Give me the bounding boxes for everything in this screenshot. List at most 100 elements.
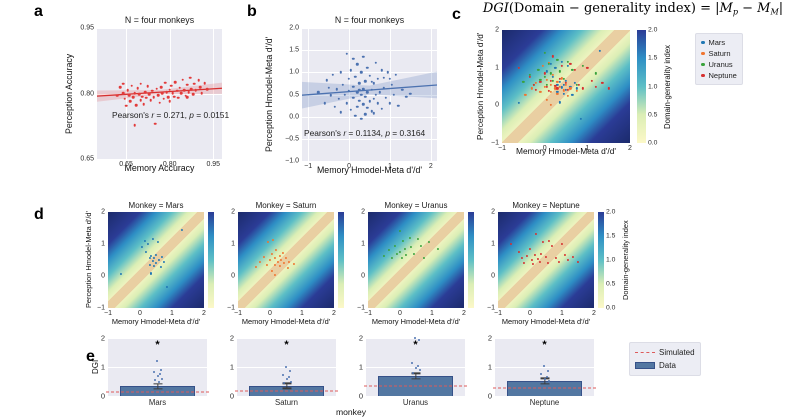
data-point (545, 98, 548, 101)
data-point (575, 83, 578, 86)
data-point (380, 68, 383, 72)
data-point (276, 260, 280, 263)
data-point (374, 61, 377, 64)
x-tick-label: −1 (234, 310, 242, 317)
panel-a-label: a (34, 3, 43, 20)
strip-data-point (288, 370, 291, 373)
data-point (416, 238, 419, 241)
data-point (270, 253, 273, 256)
y-tick-label: 1 (231, 240, 235, 248)
data-point (564, 83, 568, 86)
data-point (280, 258, 283, 262)
data-point (534, 81, 538, 84)
data-point (577, 83, 580, 86)
category-label: Neptune (529, 398, 560, 407)
data-point (364, 95, 367, 98)
strip-data-point (155, 360, 158, 363)
panel-b-plot: −1 0 1 2 2.0 1.5 1.0 0.5 0.0 −0.5 −1.0 (285, 25, 437, 170)
y-tick-label: −0.5 (285, 135, 299, 143)
data-point (161, 91, 164, 95)
data-point (376, 102, 379, 105)
data-point (558, 101, 561, 104)
panel-a-plot: 0.65 0.80 0.95 0.65 0.80 0.95 (80, 25, 222, 168)
data-point (405, 95, 408, 98)
data-point (127, 93, 131, 97)
data-point (546, 261, 549, 264)
data-point (133, 91, 137, 95)
error-bar (285, 383, 288, 389)
data-point (601, 81, 604, 84)
legend-label: Simulated (659, 348, 695, 357)
grid-line (97, 159, 222, 160)
data-point (398, 250, 402, 254)
data-point (560, 86, 563, 89)
data-point (569, 85, 572, 88)
data-point (400, 257, 403, 260)
grid-line (302, 161, 437, 162)
data-point (281, 251, 284, 254)
data-point (549, 83, 553, 86)
panel-a-title: N = four monkeys (124, 15, 195, 25)
data-point (380, 107, 383, 110)
data-point (370, 110, 373, 113)
data-point (556, 92, 559, 96)
data-point (564, 254, 567, 257)
x-tick-label: 2 (592, 310, 596, 317)
data-point (360, 117, 363, 121)
strip-data-point (546, 370, 549, 373)
data-point (556, 90, 559, 94)
data-point (150, 89, 154, 93)
y-tick-label: 1 (491, 240, 495, 248)
data-point (562, 77, 566, 81)
data-point (573, 68, 576, 71)
data-point (543, 51, 546, 54)
data-point (541, 241, 544, 244)
data-point (155, 87, 158, 90)
data-point (573, 81, 576, 84)
significance-marker: * (155, 339, 160, 351)
data-point (539, 90, 542, 94)
panel-c-ylabel: Perception Hmodel-Meta d'/d' (476, 32, 485, 141)
data-point (185, 83, 189, 87)
bar-plot-saturn: 0 1 2 * Saturn (230, 334, 338, 407)
error-bar-cap (153, 383, 162, 385)
panel-b-annotation: Pearson's r = 0.1134, p = 0.3164 (304, 128, 426, 138)
strip-data-point (159, 368, 162, 371)
data-point (193, 82, 196, 86)
simulated-dashed-line (364, 385, 467, 387)
strip-data-point (158, 373, 161, 376)
data-point (517, 66, 521, 69)
grid-line (237, 367, 336, 368)
panel-c-plot: −1 0 1 2 2 1 0 −1 (491, 27, 632, 153)
data-point (152, 95, 155, 99)
data-point (165, 90, 169, 94)
y-tick-label: 2 (361, 208, 365, 216)
data-point (206, 87, 209, 91)
data-point (325, 79, 328, 82)
data-point (116, 94, 119, 97)
data-point (378, 91, 381, 94)
data-point (339, 111, 343, 114)
data-point (554, 87, 557, 90)
significance-marker: * (413, 339, 418, 351)
y-tick-label: 0.0 (289, 113, 299, 121)
x-tick-label: 0 (138, 310, 142, 317)
error-bar-cap (411, 378, 420, 380)
data-point (419, 244, 422, 247)
data-point (372, 97, 375, 101)
data-point (286, 266, 289, 270)
strip-data-point (418, 369, 421, 372)
data-point (172, 95, 176, 98)
data-point (558, 77, 561, 81)
data-point (198, 85, 202, 89)
strip-data-point (411, 371, 414, 374)
colorbar-tick-label: 2.0 (606, 208, 616, 216)
data-point (368, 99, 371, 103)
data-point (541, 64, 544, 67)
y-tick-label: 2 (100, 333, 105, 343)
panel-d-label: d (34, 206, 44, 223)
data-point (177, 96, 180, 100)
data-point (187, 90, 190, 94)
data-point (158, 258, 161, 262)
data-point (154, 254, 158, 257)
